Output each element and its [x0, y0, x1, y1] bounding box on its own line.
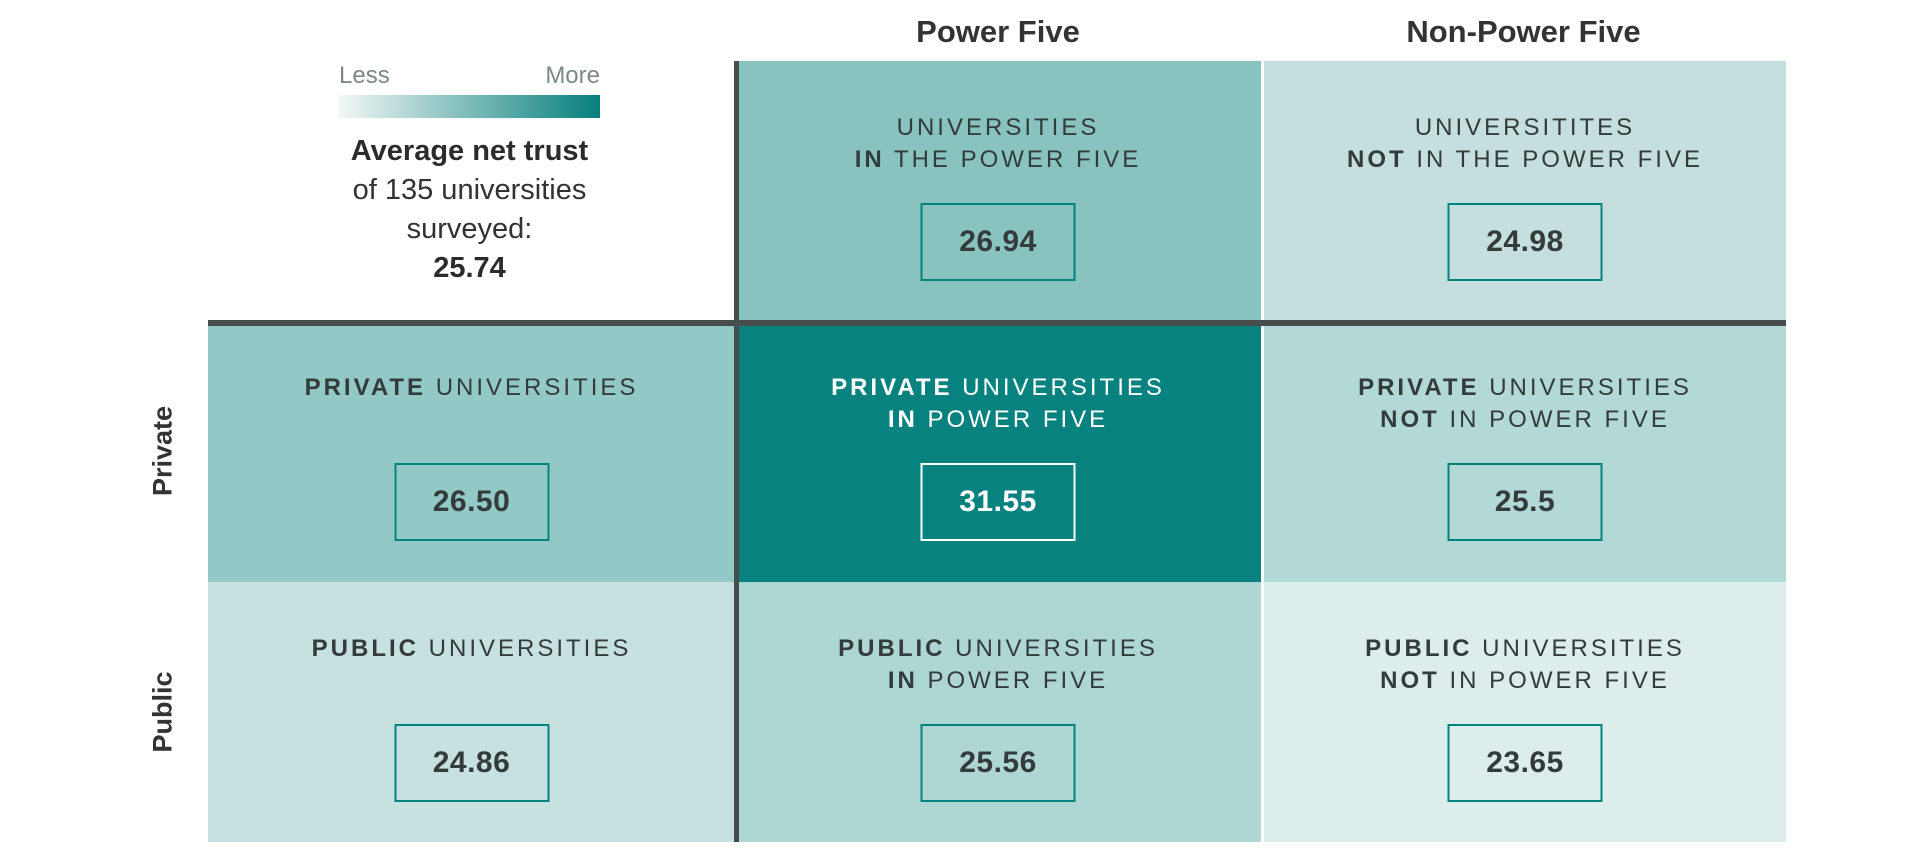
cell-label: PUBLIC UNIVERSITIES [311, 635, 632, 662]
row-header-public: Public [147, 671, 178, 753]
value-box: 25.5 [1447, 463, 1603, 541]
cell-label: UNIVERSITIES IN THE POWER FIVE [854, 114, 1142, 173]
color-scale-legend: Less More Average net trust of 135 unive… [339, 62, 600, 288]
value-box: 31.55 [920, 463, 1076, 541]
cell-label: PRIVATE UNIVERSITIES NOT IN POWER FIVE [1358, 374, 1692, 433]
legend-caption: Average net trust of 135 universities su… [339, 132, 600, 288]
legend-endpoint-labels: Less More [339, 62, 600, 90]
cell-label: PUBLIC UNIVERSITIES NOT IN POWER FIVE [1365, 635, 1685, 694]
legend-less-label: Less [339, 62, 390, 89]
matrix-cell-r3c1: PUBLIC UNIVERSITIES 24.86 [208, 582, 735, 842]
legend-caption-line3: surveyed: [406, 213, 533, 245]
matrix-cell-r1c2: UNIVERSITIES IN THE POWER FIVE 26.94 [735, 61, 1261, 321]
legend-overall-average-value: 25.74 [433, 252, 506, 284]
cell-label: PUBLIC UNIVERSITIES IN POWER FIVE [838, 635, 1158, 694]
cell-label: PRIVATE UNIVERSITIES [304, 374, 639, 401]
matrix-cell-r1c3: UNIVERSITITES NOT IN THE POWER FIVE 24.98 [1261, 61, 1786, 321]
matrix-cell-r2c1: PRIVATE UNIVERSITIES 26.50 [208, 321, 735, 582]
value-box: 25.56 [920, 724, 1076, 802]
cell-label: UNIVERSITITES NOT IN THE POWER FIVE [1347, 114, 1703, 173]
value-box: 26.94 [920, 203, 1076, 281]
matrix-cell-r3c2: PUBLIC UNIVERSITIES IN POWER FIVE 25.56 [735, 582, 1261, 842]
legend-more-label: More [545, 62, 600, 89]
legend-caption-line2: of 135 universities [352, 174, 587, 206]
matrix-cell-r3c3: PUBLIC UNIVERSITIES NOT IN POWER FIVE 23.6… [1261, 582, 1786, 842]
value-box: 24.86 [394, 724, 549, 802]
column-header-non-power-five: Non-Power Five [1406, 14, 1641, 49]
value-box: 23.65 [1447, 724, 1603, 802]
matrix-cell-r2c3: PRIVATE UNIVERSITIES NOT IN POWER FIVE 25.… [1261, 321, 1786, 582]
value-box: 24.98 [1447, 203, 1603, 281]
matrix-grid: UNIVERSITIES IN THE POWER FIVE 26.94 UNIVER… [208, 61, 1786, 842]
matrix-cell-r2c2: PRIVATE UNIVERSITIES IN POWER FIVE 31.55 [735, 321, 1261, 582]
column-header-power-five: Power Five [916, 14, 1080, 49]
value-box: 26.50 [394, 463, 549, 541]
cell-label: PRIVATE UNIVERSITIES IN POWER FIVE [831, 374, 1165, 433]
legend-caption-title: Average net trust [350, 135, 589, 167]
row-header-private: Private [147, 405, 178, 497]
legend-gradient-bar [339, 95, 600, 118]
